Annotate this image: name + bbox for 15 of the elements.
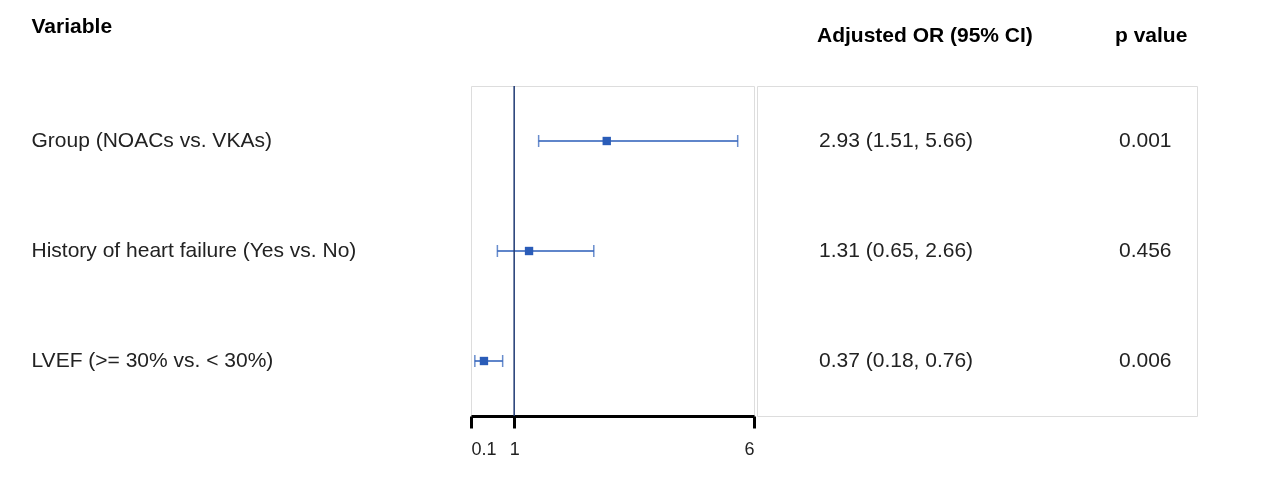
x-tick-label: 0.1 <box>471 438 497 459</box>
text: 0.001 <box>1119 128 1172 151</box>
data-label: 0.37 (0.18, 0.76) <box>819 348 974 371</box>
y-axis-title: Variable <box>31 13 113 37</box>
x-tick-label: 1 <box>509 438 520 459</box>
x-tick-label: 6 <box>744 438 755 459</box>
y-tick-label: Group (NOACs vs. VKAs) <box>31 128 272 151</box>
y-tick-label: History of heart failure (Yes vs. No) <box>31 238 357 261</box>
text: 0.006 <box>1119 348 1172 371</box>
y-tick-label: LVEF (>= 30% vs. < 30%) <box>31 348 274 371</box>
data-label: 1.31 (0.65, 2.66) <box>819 238 974 261</box>
text: Adjusted OR (95% CI) <box>817 23 1033 46</box>
data-label: 2.93 (1.51, 5.66) <box>819 128 974 151</box>
text: p value <box>1115 23 1188 46</box>
text: 0.456 <box>1119 238 1172 261</box>
